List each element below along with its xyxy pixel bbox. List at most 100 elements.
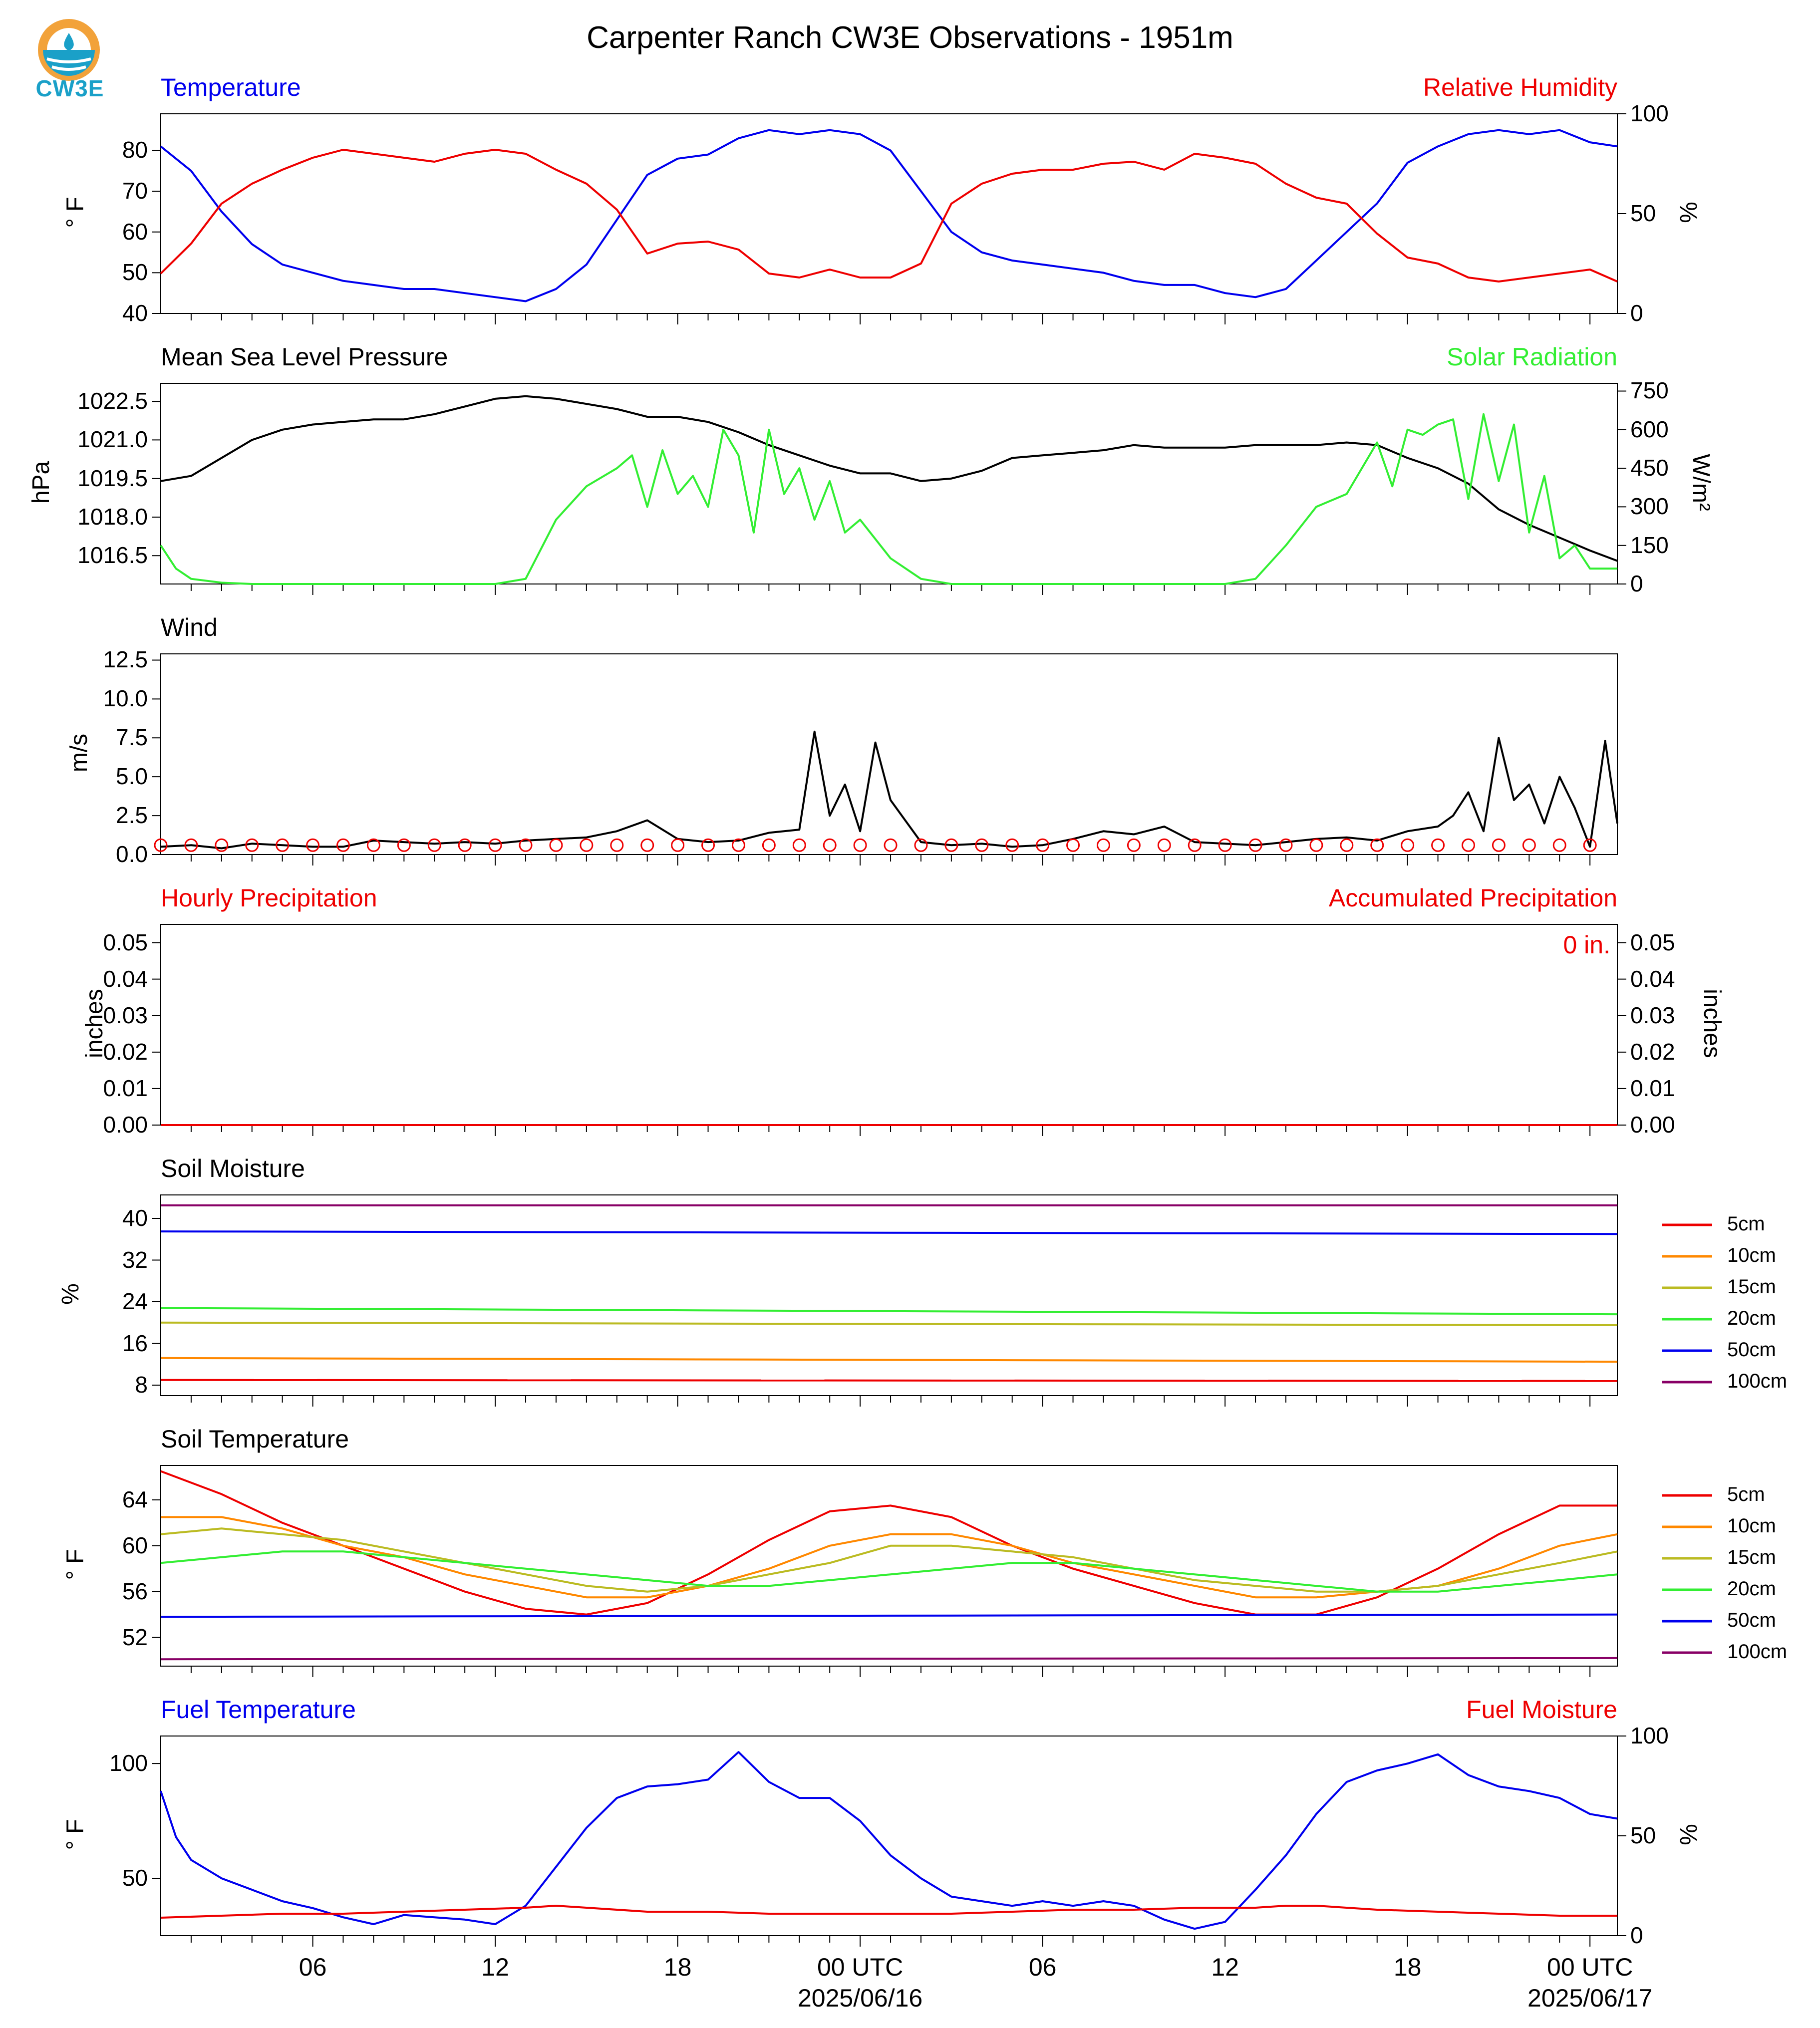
ytick-label-soil_temp: 60 bbox=[122, 1532, 148, 1558]
ytick-label-temp_rh: 80 bbox=[122, 137, 148, 163]
legend-label-soil_moisture: 50cm bbox=[1727, 1339, 1776, 1361]
ytick-right-label-precip: 0.04 bbox=[1630, 965, 1675, 992]
wind-barb-icon bbox=[215, 838, 229, 852]
panel-title-left-soil_temp: Soil Temperature bbox=[161, 1425, 349, 1453]
legend-label-soil_temp: 5cm bbox=[1727, 1483, 1765, 1505]
xtick-date-label: 2025/06/17 bbox=[1527, 1984, 1653, 2012]
wind-barb-icon bbox=[1370, 838, 1384, 852]
legend-label-soil_moisture: 10cm bbox=[1727, 1244, 1776, 1266]
wind-barb-icon bbox=[549, 838, 563, 852]
ytick-right-label-pressure_solar: 450 bbox=[1630, 455, 1669, 481]
series-line-soil_temp-100cm bbox=[160, 1657, 1618, 1661]
cw3e-logo: CW3E bbox=[24, 15, 114, 105]
panel-frame-pressure_solar bbox=[160, 383, 1618, 584]
ytick-right-label-precip: 0.02 bbox=[1630, 1038, 1675, 1065]
ytick-right-label-temp_rh: 50 bbox=[1630, 200, 1656, 226]
wind-barb-icon bbox=[1340, 838, 1354, 852]
wind-barb-icon bbox=[580, 838, 594, 852]
wind-barb-icon bbox=[1461, 838, 1475, 852]
panel-frame-soil_moisture bbox=[160, 1194, 1618, 1396]
wind-barb-icon bbox=[1188, 838, 1202, 852]
chart-title: Carpenter Ranch CW3E Observations - 1951… bbox=[587, 20, 1233, 55]
wind-barb-icon bbox=[1401, 838, 1415, 852]
ytick-label-pressure_solar: 1018.0 bbox=[77, 504, 148, 530]
wind-barb-icon bbox=[1583, 838, 1597, 852]
ytick-label-wind: 0.0 bbox=[116, 841, 148, 867]
ytick-label-temp_rh: 50 bbox=[122, 259, 148, 286]
ytick-label-temp_rh: 40 bbox=[122, 300, 148, 326]
ytick-right-label-pressure_solar: 600 bbox=[1630, 416, 1669, 442]
ytick-label-soil_moisture: 40 bbox=[122, 1204, 148, 1231]
wind-barb-icon bbox=[944, 838, 958, 852]
wind-barb-icon bbox=[1096, 838, 1110, 852]
ytick-label-soil_moisture: 16 bbox=[122, 1330, 148, 1356]
ytick-right-label-precip: 0.00 bbox=[1630, 1112, 1675, 1138]
ytick-label-temp_rh: 60 bbox=[122, 218, 148, 245]
series-line-pressure_solar-right bbox=[160, 413, 1617, 585]
series-line-fuel-right bbox=[160, 1905, 1617, 1919]
ytick-right-label-pressure_solar: 300 bbox=[1630, 493, 1669, 520]
wind-barb-icon bbox=[1127, 838, 1141, 852]
ytick-label-wind: 12.5 bbox=[103, 646, 148, 673]
ytick-label-soil_moisture: 8 bbox=[135, 1372, 148, 1398]
ytick-right-label-pressure_solar: 750 bbox=[1630, 377, 1669, 404]
ytick-right-label-fuel: 0 bbox=[1630, 1922, 1643, 1948]
ytick-label-fuel: 100 bbox=[109, 1750, 148, 1776]
wind-barb-icon bbox=[762, 838, 776, 852]
xtick-label: 18 bbox=[663, 1953, 692, 1981]
legend-label-soil_moisture: 20cm bbox=[1727, 1307, 1776, 1329]
ytick-label-pressure_solar: 1016.5 bbox=[77, 542, 148, 569]
wind-barb-icon bbox=[853, 838, 867, 852]
ytick-right-label-precip: 0.03 bbox=[1630, 1002, 1675, 1028]
xtick-label: 00 UTC bbox=[1547, 1953, 1633, 1981]
wind-barb-icon bbox=[1492, 838, 1506, 852]
ytick-label-fuel: 50 bbox=[122, 1865, 148, 1891]
panel-title-right-precip: Accumulated Precipitation bbox=[1328, 884, 1617, 912]
wind-barb-icon bbox=[1309, 838, 1323, 852]
ytick-label-soil_temp: 56 bbox=[122, 1578, 148, 1604]
xtick-label: 06 bbox=[1028, 1953, 1057, 1981]
ytick-label-wind: 5.0 bbox=[116, 763, 148, 790]
ytick-right-label-pressure_solar: 150 bbox=[1630, 532, 1669, 558]
ytick-label-pressure_solar: 1021.0 bbox=[77, 426, 148, 453]
ytick-label-soil_temp: 52 bbox=[122, 1624, 148, 1650]
ytick-label-temp_rh: 70 bbox=[122, 178, 148, 204]
legend-label-soil_moisture: 5cm bbox=[1727, 1213, 1765, 1235]
wind-barb-icon bbox=[1066, 838, 1080, 852]
legend-label-soil_moisture: 100cm bbox=[1727, 1370, 1788, 1392]
wind-barb-icon bbox=[701, 838, 715, 852]
panel-frame-precip bbox=[160, 924, 1618, 1126]
wind-barb-icon bbox=[914, 838, 928, 852]
ytick-right-label-precip: 0.05 bbox=[1630, 929, 1675, 955]
series-line-soil_moisture-10cm bbox=[160, 1357, 1618, 1363]
xtick-label: 06 bbox=[299, 1953, 327, 1981]
wind-barb-icon bbox=[640, 838, 654, 852]
xtick-label: 12 bbox=[481, 1953, 509, 1981]
wind-barb-icon bbox=[184, 838, 198, 852]
wind-barb-icon bbox=[245, 838, 259, 852]
ytick-label-wind: 2.5 bbox=[116, 802, 148, 829]
panel-title-right-temp_rh: Relative Humidity bbox=[1423, 73, 1617, 101]
series-line-soil_temp-50cm bbox=[160, 1613, 1618, 1618]
ytick-label-soil_temp: 64 bbox=[122, 1486, 148, 1512]
wind-barb-icon bbox=[1157, 838, 1171, 852]
ytick-right-label-temp_rh: 0 bbox=[1630, 300, 1643, 326]
wind-barb-icon bbox=[1005, 838, 1019, 852]
wind-barb-icon bbox=[1279, 838, 1293, 852]
wind-barb-icon bbox=[823, 838, 837, 852]
xtick-label: 18 bbox=[1393, 1953, 1422, 1981]
wind-barb-icon bbox=[1248, 838, 1262, 852]
series-line-soil_moisture-50cm bbox=[160, 1230, 1618, 1235]
legend-label-soil_temp: 10cm bbox=[1727, 1515, 1776, 1537]
xtick-label: 12 bbox=[1211, 1953, 1239, 1981]
ytick-label-pressure_solar: 1019.5 bbox=[77, 465, 148, 491]
series-line-temp_rh-left bbox=[160, 129, 1618, 302]
ytick-right-label-precip: 0.01 bbox=[1630, 1075, 1675, 1101]
series-line-soil_moisture-5cm bbox=[160, 1379, 1618, 1382]
series-line-wind-left bbox=[160, 730, 1618, 850]
panel-title-left-soil_moisture: Soil Moisture bbox=[161, 1155, 305, 1182]
panel-frame-temp_rh bbox=[160, 113, 1618, 314]
ytick-right-label-pressure_solar: 0 bbox=[1630, 571, 1643, 596]
ytick-label-precip: 0.00 bbox=[103, 1112, 148, 1138]
